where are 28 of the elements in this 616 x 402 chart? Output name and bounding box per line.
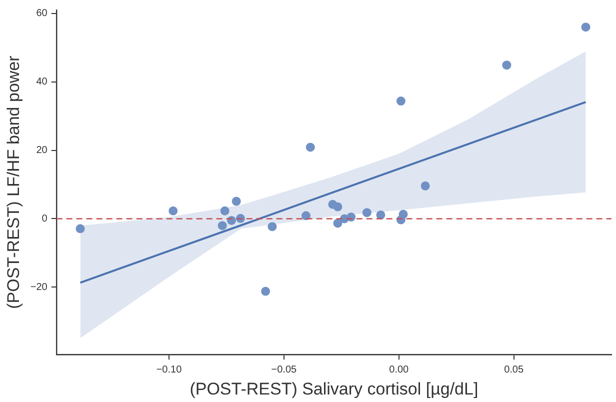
point xyxy=(362,208,372,218)
x-tick-label: 0.05 xyxy=(504,364,524,376)
point xyxy=(333,202,342,212)
point xyxy=(232,196,241,206)
y-tick-label: −20 xyxy=(30,282,48,293)
x-tick-label: 0.00 xyxy=(389,364,410,376)
point xyxy=(220,206,230,216)
y-axis-title: (POST-REST) LF/HF band power xyxy=(4,55,23,309)
y-tick-label: 20 xyxy=(36,145,48,156)
y-tick-label: 40 xyxy=(36,76,48,88)
x-axis-title: (POST-REST) Salivary cortisol [µg/dL] xyxy=(190,379,478,398)
point xyxy=(502,60,512,70)
point xyxy=(76,224,85,234)
x-tick-label: −0.05 xyxy=(271,364,298,376)
point xyxy=(218,221,227,230)
x-tick-label: −0.10 xyxy=(156,364,182,376)
y-tick-label: 0 xyxy=(42,213,48,224)
point xyxy=(168,206,178,216)
point xyxy=(420,181,430,190)
point xyxy=(261,286,270,296)
point xyxy=(268,222,277,232)
point xyxy=(396,96,406,106)
point xyxy=(581,22,590,32)
point xyxy=(333,218,342,228)
point xyxy=(306,142,315,152)
point xyxy=(398,210,408,219)
point xyxy=(302,211,310,220)
y-tick-label: 60 xyxy=(36,8,48,20)
